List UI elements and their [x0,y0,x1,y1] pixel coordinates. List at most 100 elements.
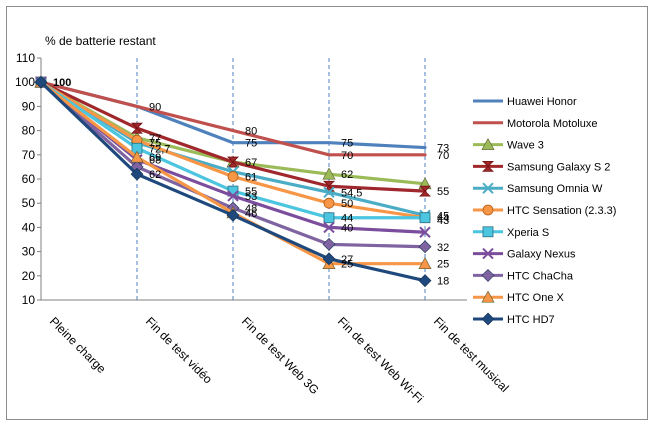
data-label: 44 [341,213,353,225]
series-marker-stroke [419,226,431,238]
legend-entry: HTC ChaCha [473,268,574,282]
x-tick-label: Fin de test vidéo [143,314,215,386]
series-marker-stroke [227,190,239,202]
series-marker [323,212,335,224]
series-marker-stroke [323,221,335,234]
legend-label: Samsung Galaxy S 2 [507,161,610,173]
data-label: 25 [437,259,449,271]
legend-label: Huawei Honor [507,96,577,108]
data-label: 46 [245,208,257,220]
data-label: 48 [245,203,257,215]
data-label: 44 [437,213,449,225]
data-label: 90 [149,101,161,113]
series-marker [130,167,144,181]
y-tick-label: 40 [22,220,36,234]
data-label: 75 [341,138,353,150]
series-marker [322,237,336,251]
data-label: 43 [437,215,449,227]
y-tick-label: 80 [22,124,36,138]
series-marker [482,182,494,194]
series-marker [419,212,431,224]
series-line [39,80,427,157]
data-label: 69 [149,152,161,164]
legend-label: Motorola Motoluxe [507,118,598,130]
legend-label: HTC One X [507,292,565,304]
data-label: 62 [149,169,161,181]
series-marker-stroke [323,186,335,199]
legend-label: HTC Sensation (2.3.3) [507,205,616,217]
series-marker [481,137,495,150]
data-label: 62 [341,169,353,181]
series-marker [323,197,335,209]
y-tick-label: 60 [22,172,36,186]
data-label: 100 [53,77,71,89]
data-label: 45 [437,210,449,222]
data-label: 50 [341,198,353,210]
y-tick-label: 10 [22,293,36,307]
series-marker [323,221,335,234]
legend-label: Xperia S [507,227,549,239]
legend-entry: HTC HD7 [473,312,555,326]
series-marker [226,208,240,222]
series-marker [131,122,143,134]
legend-entry: Samsung Omnia W [473,182,603,195]
data-label: 55 [245,186,257,198]
battery-line-chart: 10 20 30 40 50 60 70 80 90 100 110 Pleine charge Fin… [15,34,616,406]
data-label: 40 [341,222,353,234]
x-tick-label: Fin de test musical [431,314,512,395]
series-layer [34,75,432,288]
legend-entry: HTC Sensation (2.3.3) [473,204,616,217]
data-label: 61 [245,172,257,184]
legend-entry: Galaxy Nexus [473,247,576,261]
series-htc-hd7 [34,75,432,288]
y-tick-label: 100 [15,75,35,89]
series-marker-stroke [482,182,494,194]
data-label: 55 [437,186,449,198]
x-tick-label: Pleine charge [47,314,109,376]
series-marker [227,190,239,202]
series-marker [418,240,432,254]
series-motorola-motoluxe [39,80,427,157]
series-marker-stroke [482,247,494,260]
legend-entry: Huawei Honor [473,96,577,108]
series-marker [419,185,431,197]
series-marker [227,171,239,182]
legend-entry: Xperia S [473,226,549,239]
series-marker [323,186,335,199]
x-tick-label: Fin de test Web 3G [239,314,322,397]
series-marker [322,167,336,180]
data-label: 73 [437,143,449,155]
legend: Huawei Honor Motorola Motoluxe Wave 3 Samsu… [473,96,616,326]
legend-entry: Wave 3 [473,137,544,152]
series-marker [418,257,432,270]
data-label: 18 [437,276,449,288]
legend-entry: Samsung Galaxy S 2 [473,160,610,173]
data-label: 75 [149,138,161,150]
y-axis-title: % de batterie restant [45,34,156,48]
series-marker [482,247,494,260]
legend-label: HTC ChaCha [507,270,574,282]
legend-label: Galaxy Nexus [507,249,576,261]
y-tick-label: 70 [22,148,36,162]
y-tick-label: 110 [16,51,35,65]
series-marker [482,226,494,238]
series-marker [481,268,495,282]
series-marker [419,226,431,238]
series-marker [482,160,494,172]
data-label: 67 [245,157,257,169]
y-tick-label: 30 [22,245,36,259]
y-tick-label: 50 [22,196,36,210]
series-marker [481,312,495,326]
data-label: 54,5 [341,187,362,199]
series-marker [482,204,494,216]
legend-label: Samsung Omnia W [507,183,603,195]
series-marker [418,274,432,288]
data-label: 27 [341,254,353,266]
y-tick-label: 90 [22,99,36,113]
legend-entry: HTC One X [473,290,565,304]
series-marker [322,252,336,266]
data-label: 53 [245,191,257,203]
chart-frame: 10 20 30 40 50 60 70 80 90 100 110 Pleine charge Fin… [6,6,648,420]
data-label: 72,7 [149,143,170,155]
y-tick-label: 20 [22,269,36,283]
